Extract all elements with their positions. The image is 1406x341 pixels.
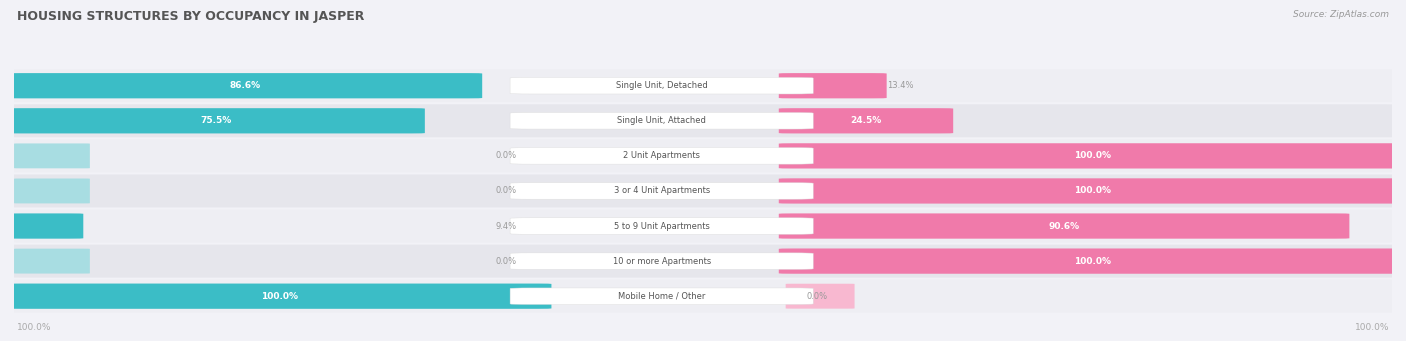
Text: 100.0%: 100.0% — [260, 292, 298, 301]
FancyBboxPatch shape — [510, 77, 813, 94]
FancyBboxPatch shape — [7, 284, 551, 309]
Text: 100.0%: 100.0% — [1074, 257, 1111, 266]
Text: Mobile Home / Other: Mobile Home / Other — [619, 292, 706, 301]
FancyBboxPatch shape — [14, 249, 90, 273]
Text: 9.4%: 9.4% — [496, 222, 517, 231]
FancyBboxPatch shape — [0, 280, 1406, 313]
FancyBboxPatch shape — [779, 73, 887, 98]
FancyBboxPatch shape — [779, 178, 1406, 204]
FancyBboxPatch shape — [510, 218, 813, 234]
FancyBboxPatch shape — [14, 178, 90, 204]
FancyBboxPatch shape — [510, 253, 813, 269]
FancyBboxPatch shape — [510, 113, 813, 129]
Text: 0.0%: 0.0% — [496, 187, 517, 195]
FancyBboxPatch shape — [7, 108, 425, 133]
Text: 75.5%: 75.5% — [201, 116, 232, 125]
Text: 100.0%: 100.0% — [17, 323, 52, 332]
FancyBboxPatch shape — [0, 244, 1406, 278]
FancyBboxPatch shape — [7, 213, 83, 239]
Text: 90.6%: 90.6% — [1049, 222, 1080, 231]
FancyBboxPatch shape — [7, 73, 482, 98]
Text: Single Unit, Detached: Single Unit, Detached — [616, 81, 707, 90]
Text: 100.0%: 100.0% — [1354, 323, 1389, 332]
Text: 5 to 9 Unit Apartments: 5 to 9 Unit Apartments — [614, 222, 710, 231]
FancyBboxPatch shape — [0, 210, 1406, 242]
Text: Single Unit, Attached: Single Unit, Attached — [617, 116, 706, 125]
FancyBboxPatch shape — [779, 249, 1406, 274]
FancyBboxPatch shape — [779, 143, 1406, 168]
FancyBboxPatch shape — [786, 284, 855, 309]
FancyBboxPatch shape — [0, 175, 1406, 207]
Text: 10 or more Apartments: 10 or more Apartments — [613, 257, 711, 266]
FancyBboxPatch shape — [510, 183, 813, 199]
Text: 13.4%: 13.4% — [887, 81, 912, 90]
FancyBboxPatch shape — [0, 139, 1406, 172]
Text: 3 or 4 Unit Apartments: 3 or 4 Unit Apartments — [613, 187, 710, 195]
FancyBboxPatch shape — [0, 69, 1406, 102]
Text: 0.0%: 0.0% — [496, 257, 517, 266]
FancyBboxPatch shape — [14, 144, 90, 168]
FancyBboxPatch shape — [779, 108, 953, 133]
Text: 0.0%: 0.0% — [496, 151, 517, 160]
Text: 2 Unit Apartments: 2 Unit Apartments — [623, 151, 700, 160]
FancyBboxPatch shape — [0, 104, 1406, 137]
Text: 24.5%: 24.5% — [851, 116, 882, 125]
FancyBboxPatch shape — [510, 288, 813, 305]
Text: 100.0%: 100.0% — [1074, 151, 1111, 160]
Text: HOUSING STRUCTURES BY OCCUPANCY IN JASPER: HOUSING STRUCTURES BY OCCUPANCY IN JASPE… — [17, 10, 364, 23]
Text: 86.6%: 86.6% — [229, 81, 260, 90]
Text: 0.0%: 0.0% — [806, 292, 828, 301]
Text: 100.0%: 100.0% — [1074, 187, 1111, 195]
FancyBboxPatch shape — [510, 148, 813, 164]
Text: Source: ZipAtlas.com: Source: ZipAtlas.com — [1294, 10, 1389, 19]
FancyBboxPatch shape — [779, 213, 1350, 239]
